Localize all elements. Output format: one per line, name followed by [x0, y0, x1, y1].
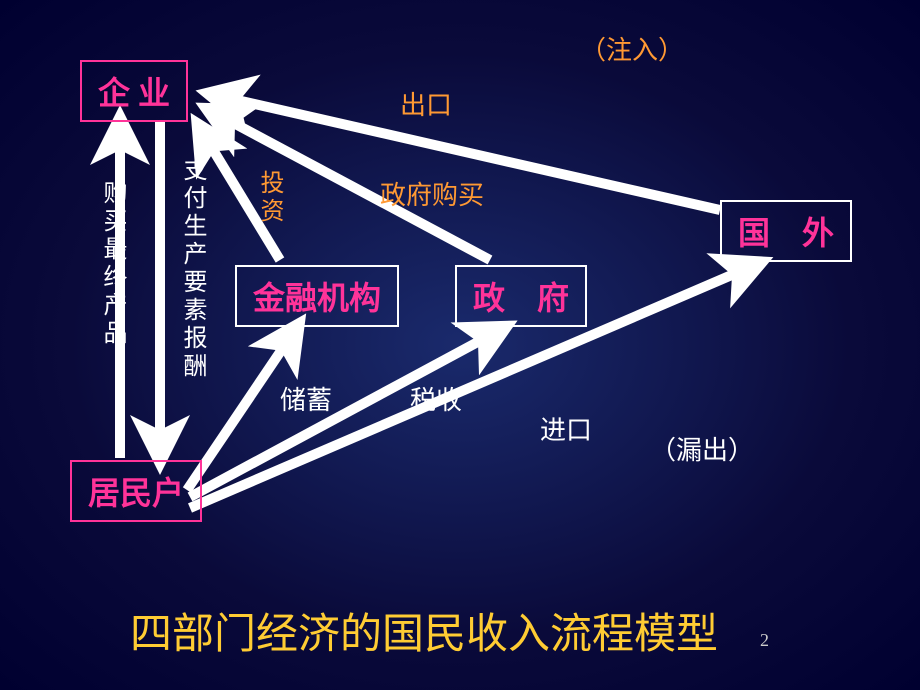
label-export: 出口	[400, 85, 452, 122]
label-tax: 税收	[410, 380, 462, 417]
label-gov-purchase: 政府购买	[380, 175, 484, 212]
vlabel-factor-payment: 支付生产要素报酬	[175, 157, 210, 381]
node-finance: 金融机构	[235, 265, 399, 327]
label-leakage: （漏出）	[650, 430, 754, 467]
vlabel-investment: 投资	[252, 170, 287, 226]
node-government: 政 府	[455, 265, 587, 327]
diagram-title: 四部门经济的国民收入流程模型	[130, 600, 718, 661]
node-enterprise: 企 业	[80, 60, 188, 122]
label-injection: （注入）	[580, 30, 684, 67]
label-import: 进口	[540, 410, 592, 447]
vlabel-buy-product: 购买最终产品	[95, 180, 130, 348]
label-savings: 储蓄	[280, 380, 332, 417]
node-household: 居民户	[70, 460, 202, 522]
slide-number: 2	[760, 630, 769, 651]
node-foreign: 国 外	[720, 200, 852, 262]
